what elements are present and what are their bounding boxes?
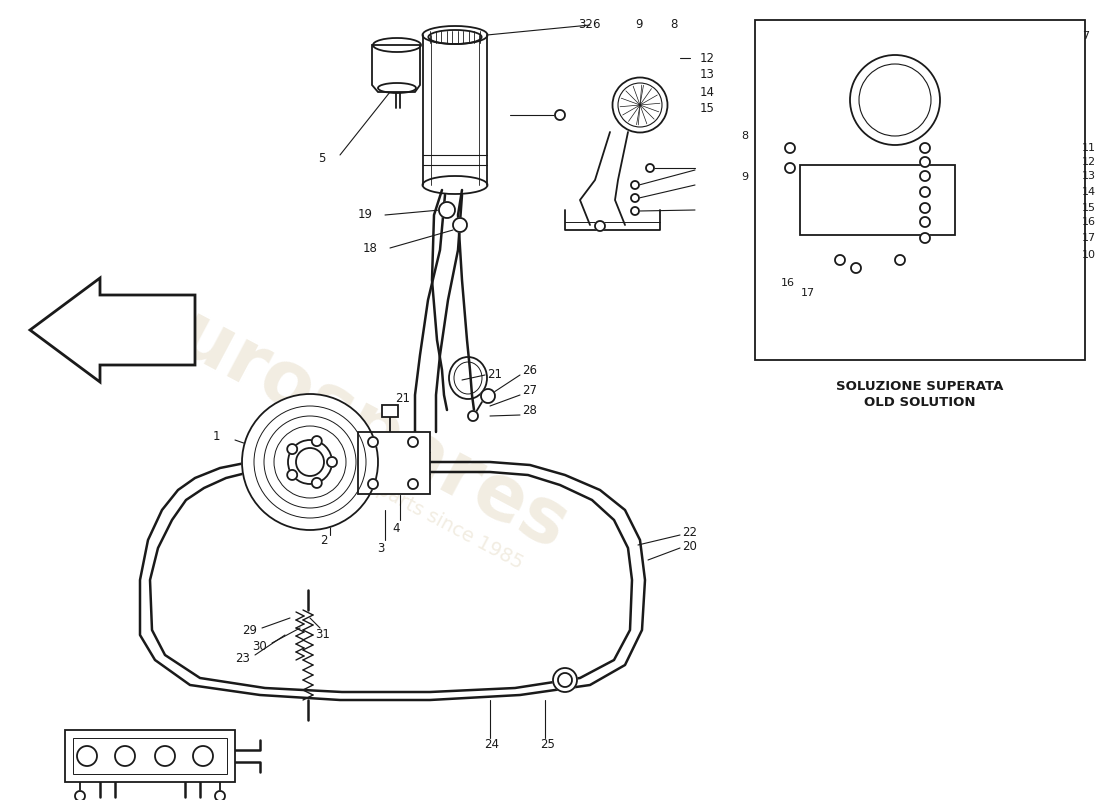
Text: 4: 4 (392, 522, 399, 534)
Circle shape (631, 181, 639, 189)
Circle shape (408, 479, 418, 489)
Text: 29: 29 (242, 623, 257, 637)
Circle shape (595, 221, 605, 231)
Text: 11: 11 (1082, 143, 1096, 153)
Text: 3: 3 (377, 542, 384, 554)
FancyBboxPatch shape (73, 738, 227, 774)
Text: 21: 21 (395, 391, 410, 405)
Text: 10: 10 (1082, 250, 1096, 260)
Text: 32: 32 (579, 18, 593, 31)
Text: SOLUZIONE SUPERATA: SOLUZIONE SUPERATA (836, 380, 1003, 393)
Circle shape (311, 478, 322, 488)
Text: 12: 12 (700, 51, 715, 65)
Circle shape (920, 203, 929, 213)
Text: 8: 8 (741, 131, 748, 141)
Text: 14: 14 (700, 86, 715, 98)
Text: 21: 21 (487, 369, 502, 382)
Text: 23: 23 (235, 651, 250, 665)
Text: 16: 16 (781, 278, 795, 288)
Text: 16: 16 (1082, 217, 1096, 227)
Circle shape (920, 143, 929, 153)
Circle shape (785, 163, 795, 173)
Circle shape (439, 202, 455, 218)
Text: 13: 13 (700, 69, 715, 82)
Circle shape (242, 394, 378, 530)
Circle shape (155, 746, 175, 766)
Text: 8: 8 (670, 18, 678, 31)
Text: 13: 13 (1082, 171, 1096, 181)
Circle shape (116, 746, 135, 766)
Text: 27: 27 (522, 383, 537, 397)
Text: passion for parts since 1985: passion for parts since 1985 (274, 426, 527, 574)
Circle shape (287, 444, 297, 454)
Text: 24: 24 (484, 738, 499, 750)
Text: 9: 9 (741, 172, 748, 182)
Circle shape (75, 791, 85, 800)
Circle shape (556, 110, 565, 120)
Circle shape (214, 791, 225, 800)
Circle shape (553, 668, 578, 692)
Text: 19: 19 (358, 209, 373, 222)
Text: 22: 22 (682, 526, 697, 538)
Text: 9: 9 (635, 18, 642, 31)
Text: 20: 20 (682, 539, 697, 553)
Text: 6: 6 (592, 18, 600, 31)
Text: 15: 15 (1082, 203, 1096, 213)
Circle shape (895, 255, 905, 265)
Text: 17: 17 (801, 288, 815, 298)
Circle shape (327, 457, 337, 467)
Circle shape (920, 157, 929, 167)
Circle shape (296, 448, 324, 476)
Circle shape (453, 218, 468, 232)
FancyBboxPatch shape (382, 405, 398, 417)
Circle shape (368, 479, 378, 489)
Polygon shape (30, 278, 195, 382)
Circle shape (408, 437, 418, 447)
Text: 28: 28 (522, 403, 537, 417)
FancyBboxPatch shape (358, 432, 430, 494)
Text: 31: 31 (315, 629, 330, 642)
Text: 14: 14 (1082, 187, 1096, 197)
FancyBboxPatch shape (800, 165, 955, 235)
Circle shape (920, 217, 929, 227)
Circle shape (851, 263, 861, 273)
Circle shape (468, 411, 478, 421)
Polygon shape (372, 45, 420, 92)
Circle shape (287, 470, 297, 480)
FancyBboxPatch shape (755, 20, 1085, 360)
FancyBboxPatch shape (65, 730, 235, 782)
Text: 7: 7 (1082, 31, 1089, 41)
Circle shape (646, 164, 654, 172)
Text: 30: 30 (252, 639, 266, 653)
Circle shape (920, 171, 929, 181)
Circle shape (920, 187, 929, 197)
Circle shape (77, 746, 97, 766)
Circle shape (835, 255, 845, 265)
Circle shape (558, 673, 572, 687)
Circle shape (631, 207, 639, 215)
Circle shape (288, 440, 332, 484)
Text: OLD SOLUTION: OLD SOLUTION (865, 396, 976, 409)
Text: 17: 17 (1082, 233, 1096, 243)
Text: 1: 1 (212, 430, 220, 443)
Text: 26: 26 (522, 363, 537, 377)
Text: 25: 25 (540, 738, 554, 750)
Circle shape (368, 437, 378, 447)
Text: 5: 5 (318, 151, 326, 165)
Text: 15: 15 (700, 102, 715, 114)
Text: 2: 2 (320, 534, 328, 546)
Circle shape (631, 194, 639, 202)
Circle shape (920, 233, 929, 243)
Circle shape (481, 389, 495, 403)
Circle shape (192, 746, 213, 766)
Text: eurospares: eurospares (120, 274, 581, 566)
Circle shape (785, 143, 795, 153)
Text: 18: 18 (363, 242, 378, 254)
Text: 12: 12 (1082, 157, 1096, 167)
Circle shape (311, 436, 322, 446)
